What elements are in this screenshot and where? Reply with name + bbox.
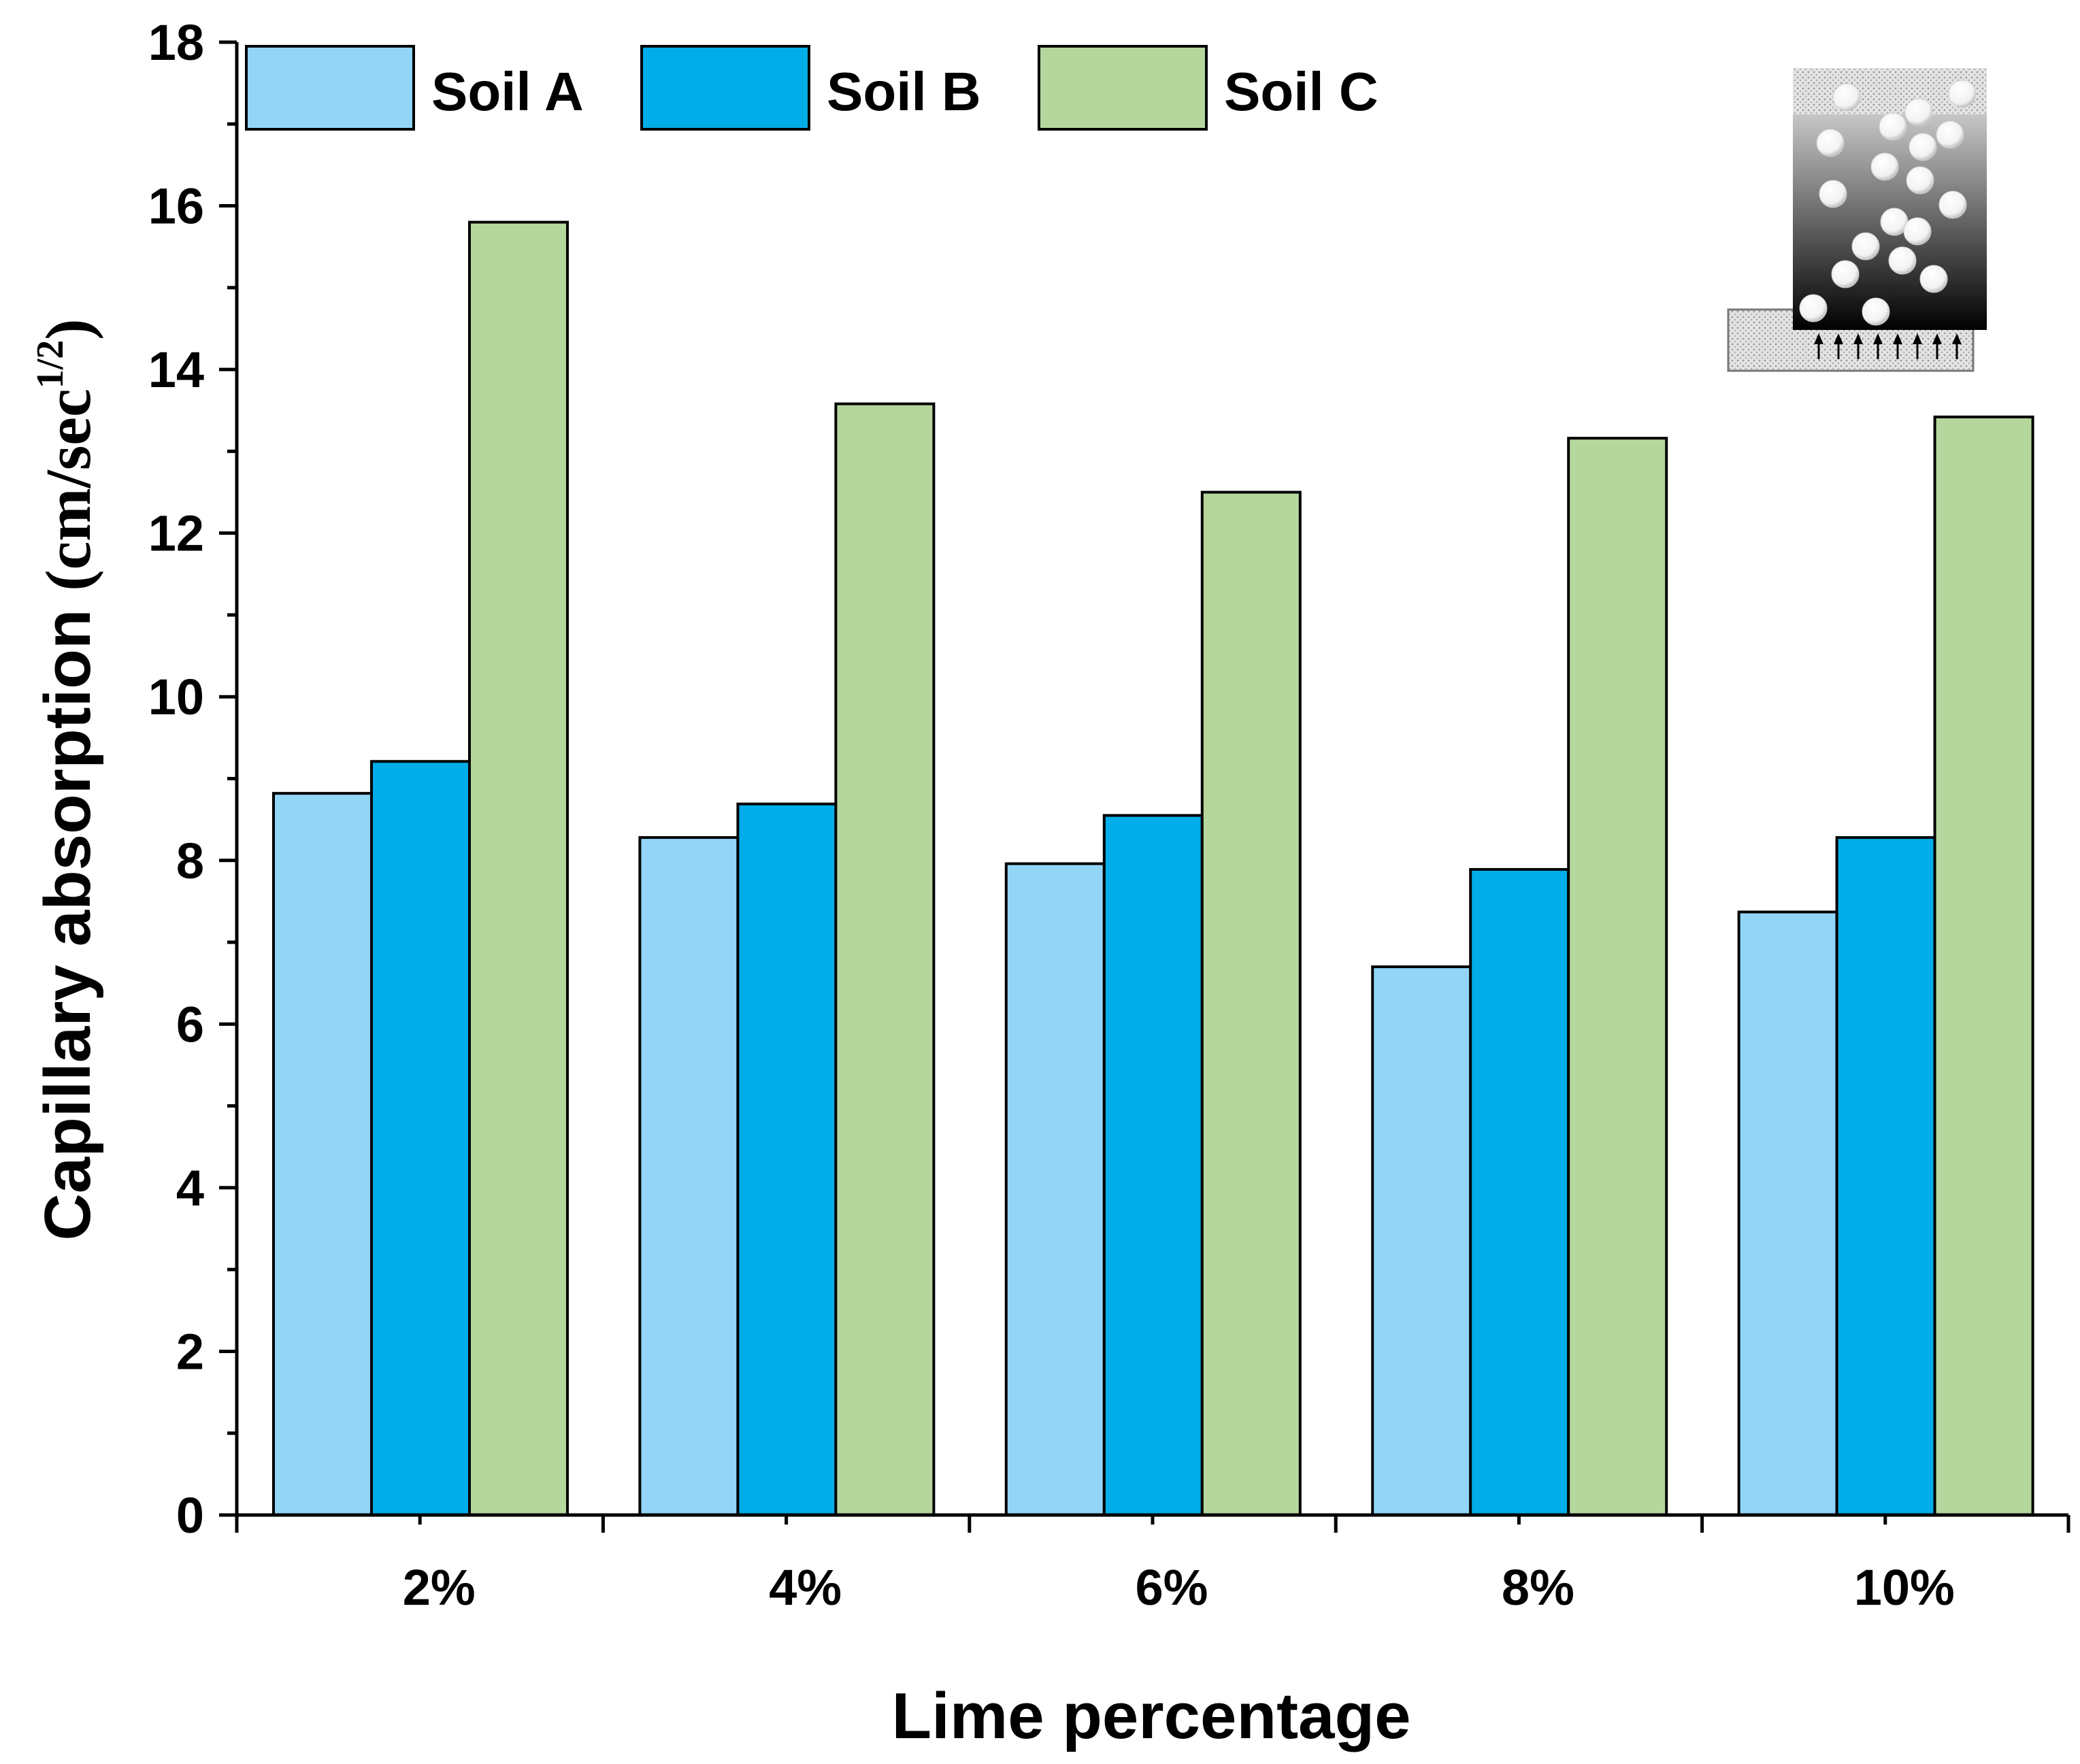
water-arrow-head <box>1952 333 1962 344</box>
bar-soil-c-8pct <box>1567 437 1668 1517</box>
pebble <box>1904 98 1933 127</box>
pebble <box>1870 152 1899 181</box>
pebble <box>1816 129 1845 157</box>
y-tick-label: 6 <box>176 996 204 1052</box>
bar-soil-a-8pct <box>1371 965 1472 1516</box>
pebble <box>1948 80 1977 108</box>
bar-soil-a-2pct <box>272 792 373 1516</box>
pebble <box>1903 217 1932 246</box>
water-arrow-head <box>1873 333 1883 344</box>
pebble <box>1862 297 1890 326</box>
bar-soil-c-10pct <box>1933 415 2034 1516</box>
y-tick-label: 4 <box>176 1160 204 1216</box>
legend-swatch-soil-c <box>1038 45 1208 131</box>
water-rise-arrows <box>1814 333 1962 359</box>
x-tick-label: 8% <box>1502 1559 1574 1616</box>
y-axis-title-unit: (cm/sec <box>33 388 104 590</box>
pebble <box>1799 294 1828 322</box>
pebble <box>1831 260 1860 288</box>
bar-soil-a-4pct <box>638 836 740 1516</box>
bar-soil-c-2pct <box>468 220 569 1517</box>
pebble <box>1919 265 1948 293</box>
y-tick-label: 16 <box>148 178 204 235</box>
y-tick-label: 10 <box>148 669 204 725</box>
bar-soil-b-8pct <box>1469 868 1570 1516</box>
x-tick-label: 2% <box>403 1559 476 1616</box>
pebble <box>1851 232 1880 261</box>
x-tick-label: 6% <box>1136 1559 1208 1616</box>
legend-swatch-soil-a <box>245 45 415 131</box>
water-arrow-head <box>1932 333 1942 344</box>
x-ticks-group: 2% 4% 6% 8% 10% <box>235 1515 2070 1616</box>
pebble <box>1936 120 1964 149</box>
legend-label-soil-c: Soil C <box>1224 61 1379 122</box>
pebble <box>1879 112 1907 141</box>
legend: Soil A Soil B Soil C <box>245 45 1379 131</box>
y-axis-title: Capillary absorption (cm/sec1/2) <box>29 318 104 1240</box>
y-tick-label: 0 <box>176 1487 204 1544</box>
legend-label-soil-b: Soil B <box>827 61 981 122</box>
bar-soil-a-6pct <box>1004 862 1106 1516</box>
legend-label-soil-a: Soil A <box>431 61 584 122</box>
bar-soil-b-10pct <box>1835 836 1936 1516</box>
pebble <box>1832 83 1861 112</box>
bar-soil-c-4pct <box>834 402 936 1516</box>
bars-group <box>272 220 2034 1517</box>
y-tick-label: 12 <box>148 505 204 562</box>
pebble <box>1909 133 1937 161</box>
bar-soil-b-2pct <box>370 760 471 1516</box>
bar-soil-c-6pct <box>1200 490 1302 1516</box>
y-axis-title-main: Capillary absorption <box>31 591 104 1241</box>
bar-soil-a-10pct <box>1737 910 1838 1516</box>
x-axis-title: Lime percentage <box>892 1680 1411 1752</box>
pebble <box>1888 246 1917 275</box>
y-tick-label: 8 <box>176 833 204 889</box>
capillary-schematic-inset <box>1727 68 1987 372</box>
specimen-pebbles <box>1799 80 1977 326</box>
y-tick-label: 14 <box>148 342 204 398</box>
y-axis-title-close: ) <box>33 318 104 339</box>
legend-swatch-soil-b <box>640 45 810 131</box>
pebble <box>1819 180 1847 208</box>
y-tick-label: 18 <box>148 14 204 71</box>
water-arrow-head <box>1893 333 1902 344</box>
water-arrow-head <box>1853 333 1863 344</box>
y-tick-label: 2 <box>176 1323 204 1380</box>
water-arrow-head <box>1913 333 1922 344</box>
bar-soil-b-4pct <box>736 802 838 1516</box>
bar-soil-b-6pct <box>1102 814 1204 1516</box>
x-tick-label: 10% <box>1854 1559 1955 1616</box>
water-arrow-head <box>1834 333 1843 344</box>
pebble <box>1906 166 1934 195</box>
y-axis-title-exponent: 1/2 <box>29 340 71 389</box>
x-tick-label: 4% <box>769 1559 842 1616</box>
y-ticks-group: 0 2 4 6 8 10 12 14 16 18 <box>148 14 237 1544</box>
pebble <box>1938 190 1967 219</box>
water-arrow-head <box>1814 333 1823 344</box>
